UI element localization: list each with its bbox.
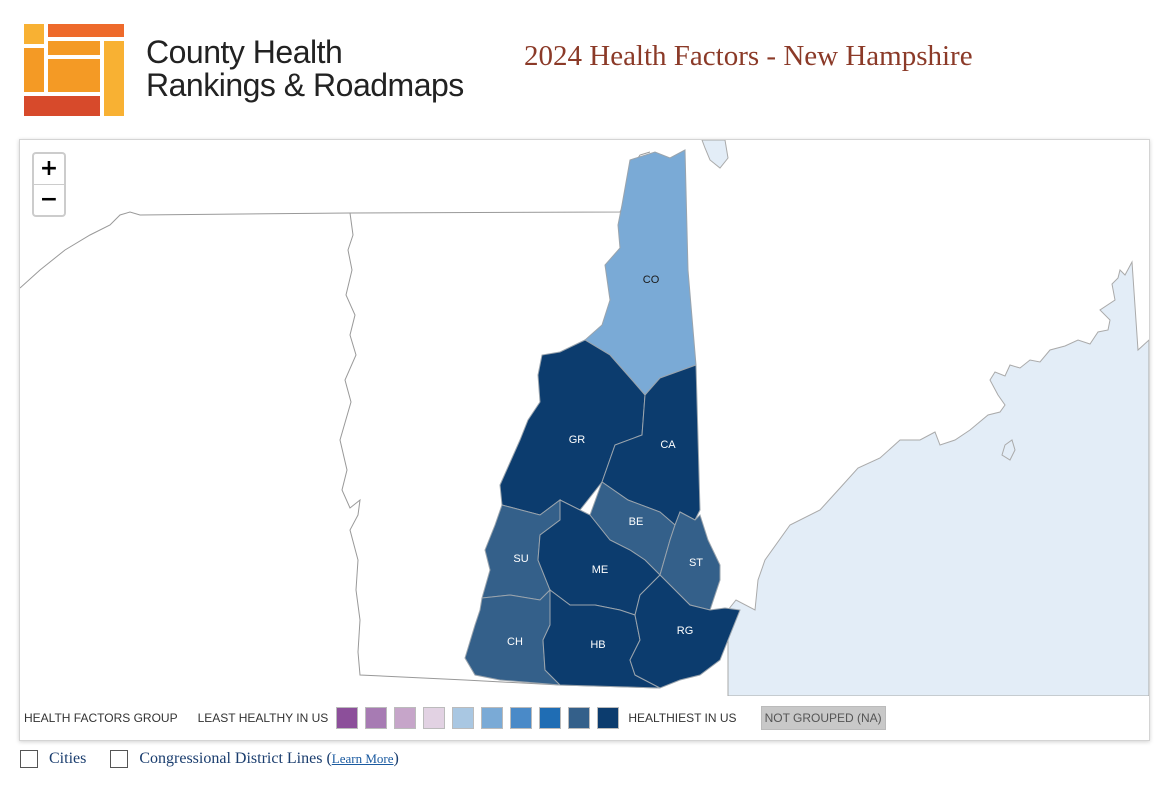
zoom-out-button[interactable]: − [34,184,64,215]
county-label-rg: RG [677,625,694,637]
legend-swatch-3 [394,707,417,729]
cities-checkbox[interactable] [20,750,38,768]
zoom-control: + − [32,152,66,217]
page-title: 2024 Health Factors - New Hampshire [524,40,973,72]
county-label-be: BE [629,516,644,528]
chr-logo-icon [24,24,124,116]
legend-swatches [336,707,626,729]
county-label-st: ST [689,557,703,569]
zoom-in-button[interactable]: + [39,156,59,181]
legend-swatch-10 [597,707,620,729]
brand-name: County Health Rankings & Roadmaps [146,36,464,102]
state-border-line [20,151,651,289]
districts-checkbox[interactable] [110,750,129,768]
legend-swatch-8 [539,707,562,729]
legend-swatch-7 [510,707,533,729]
vermont-west-border [339,212,661,689]
legend-swatch-5 [452,707,475,729]
ocean-area [727,260,1149,696]
legend-swatch-9 [568,707,591,729]
legend-title: HEALTH FACTORS GROUP [24,711,178,725]
brand-line-1: County Health [146,34,343,70]
brand-line-2: Rankings & Roadmaps [146,67,464,103]
canada-island [701,140,729,169]
county-label-su: SU [513,553,528,565]
map-legend: HEALTH FACTORS GROUP LEAST HEALTHY IN US… [20,696,1149,740]
county-label-co: CO [643,274,660,286]
county-rg[interactable] [629,574,741,689]
districts-label[interactable]: Congressional District Lines [139,750,323,767]
legend-swatch-1 [336,707,359,729]
map-canvas[interactable]: CO GR CA BE SU ME ST CH HB RG [20,140,1149,696]
map-options: Cities Congressional District Lines (Lea… [20,750,399,768]
county-label-ch: CH [507,636,523,648]
island-shape [1001,439,1016,461]
legend-not-grouped: NOT GROUPED (NA) [760,706,886,730]
map-container[interactable]: CO GR CA BE SU ME ST CH HB RG + − HEALTH FACTORS … [19,139,1150,741]
legend-least-label: LEAST HEALTHY IN US [197,711,329,725]
cities-label[interactable]: Cities [49,750,87,767]
learn-more-link[interactable]: Learn More [331,751,394,766]
county-label-ca: CA [660,439,676,451]
legend-healthiest-label: HEALTHIEST IN US [628,711,737,725]
county-label-gr: GR [569,434,586,446]
legend-swatch-4 [423,707,446,729]
county-label-hb: HB [590,639,605,651]
legend-swatch-6 [481,707,504,729]
county-label-me: ME [592,564,609,576]
legend-swatch-2 [365,707,388,729]
